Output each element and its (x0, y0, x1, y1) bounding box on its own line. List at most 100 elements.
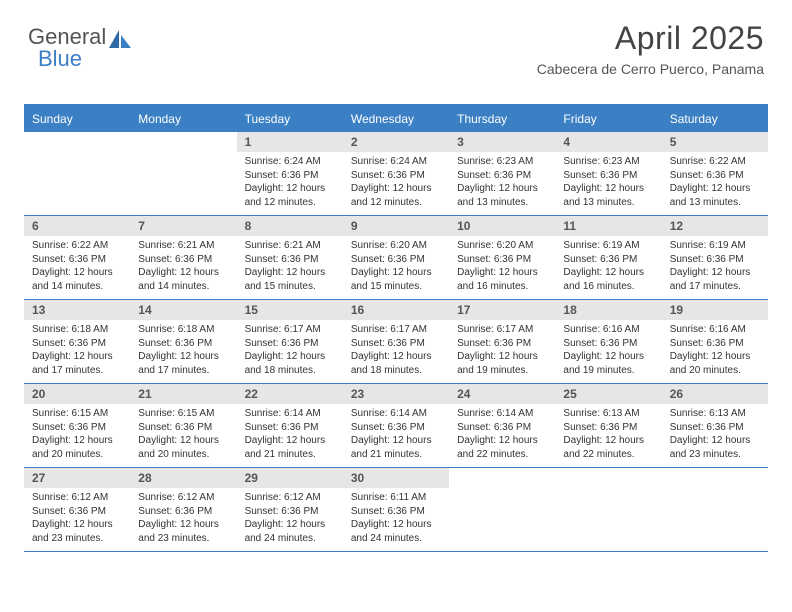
sunrise-text: Sunrise: 6:14 AM (457, 407, 547, 421)
calendar: SundayMondayTuesdayWednesdayThursdayFrid… (24, 104, 768, 552)
sunset-text: Sunset: 6:36 PM (351, 421, 441, 435)
day-number: 6 (24, 216, 130, 236)
day-body: Sunrise: 6:18 AMSunset: 6:36 PMDaylight:… (24, 320, 130, 383)
calendar-day-23: 23Sunrise: 6:14 AMSunset: 6:36 PMDayligh… (343, 384, 449, 467)
daylight-text: Daylight: 12 hours and 17 minutes. (32, 350, 122, 377)
day-number: 10 (449, 216, 555, 236)
sunset-text: Sunset: 6:36 PM (245, 253, 335, 267)
calendar-day-24: 24Sunrise: 6:14 AMSunset: 6:36 PMDayligh… (449, 384, 555, 467)
calendar-week: 20Sunrise: 6:15 AMSunset: 6:36 PMDayligh… (24, 384, 768, 468)
calendar-day-21: 21Sunrise: 6:15 AMSunset: 6:36 PMDayligh… (130, 384, 236, 467)
sunrise-text: Sunrise: 6:17 AM (457, 323, 547, 337)
calendar-day-6: 6Sunrise: 6:22 AMSunset: 6:36 PMDaylight… (24, 216, 130, 299)
calendar-day-empty (130, 132, 236, 215)
daylight-text: Daylight: 12 hours and 15 minutes. (245, 266, 335, 293)
day-number: 27 (24, 468, 130, 488)
day-body: Sunrise: 6:17 AMSunset: 6:36 PMDaylight:… (449, 320, 555, 383)
sunset-text: Sunset: 6:36 PM (670, 169, 760, 183)
sunset-text: Sunset: 6:36 PM (563, 337, 653, 351)
calendar-day-22: 22Sunrise: 6:14 AMSunset: 6:36 PMDayligh… (237, 384, 343, 467)
day-body: Sunrise: 6:22 AMSunset: 6:36 PMDaylight:… (24, 236, 130, 299)
calendar-day-19: 19Sunrise: 6:16 AMSunset: 6:36 PMDayligh… (662, 300, 768, 383)
calendar-day-empty (555, 468, 661, 551)
sunset-text: Sunset: 6:36 PM (563, 169, 653, 183)
day-number: 1 (237, 132, 343, 152)
calendar-day-18: 18Sunrise: 6:16 AMSunset: 6:36 PMDayligh… (555, 300, 661, 383)
calendar-day-29: 29Sunrise: 6:12 AMSunset: 6:36 PMDayligh… (237, 468, 343, 551)
sunset-text: Sunset: 6:36 PM (245, 505, 335, 519)
daylight-text: Daylight: 12 hours and 19 minutes. (457, 350, 547, 377)
day-body: Sunrise: 6:12 AMSunset: 6:36 PMDaylight:… (24, 488, 130, 551)
daylight-text: Daylight: 12 hours and 15 minutes. (351, 266, 441, 293)
day-number: 30 (343, 468, 449, 488)
sunset-text: Sunset: 6:36 PM (138, 505, 228, 519)
day-body: Sunrise: 6:21 AMSunset: 6:36 PMDaylight:… (237, 236, 343, 299)
day-number: 20 (24, 384, 130, 404)
calendar-header-thursday: Thursday (449, 106, 555, 132)
calendar-day-7: 7Sunrise: 6:21 AMSunset: 6:36 PMDaylight… (130, 216, 236, 299)
sunset-text: Sunset: 6:36 PM (32, 505, 122, 519)
day-number: 11 (555, 216, 661, 236)
sunset-text: Sunset: 6:36 PM (245, 169, 335, 183)
calendar-header-friday: Friday (555, 106, 661, 132)
day-number: 17 (449, 300, 555, 320)
calendar-day-11: 11Sunrise: 6:19 AMSunset: 6:36 PMDayligh… (555, 216, 661, 299)
page-title: April 2025 (537, 20, 764, 57)
calendar-day-2: 2Sunrise: 6:24 AMSunset: 6:36 PMDaylight… (343, 132, 449, 215)
daylight-text: Daylight: 12 hours and 17 minutes. (670, 266, 760, 293)
day-body: Sunrise: 6:14 AMSunset: 6:36 PMDaylight:… (343, 404, 449, 467)
sunrise-text: Sunrise: 6:18 AM (32, 323, 122, 337)
sunrise-text: Sunrise: 6:17 AM (245, 323, 335, 337)
sunset-text: Sunset: 6:36 PM (138, 337, 228, 351)
sunset-text: Sunset: 6:36 PM (245, 337, 335, 351)
day-number: 14 (130, 300, 236, 320)
daylight-text: Daylight: 12 hours and 12 minutes. (245, 182, 335, 209)
sunrise-text: Sunrise: 6:21 AM (245, 239, 335, 253)
calendar-header-monday: Monday (130, 106, 236, 132)
calendar-day-12: 12Sunrise: 6:19 AMSunset: 6:36 PMDayligh… (662, 216, 768, 299)
day-body: Sunrise: 6:19 AMSunset: 6:36 PMDaylight:… (555, 236, 661, 299)
sunset-text: Sunset: 6:36 PM (351, 169, 441, 183)
day-body: Sunrise: 6:18 AMSunset: 6:36 PMDaylight:… (130, 320, 236, 383)
day-body: Sunrise: 6:16 AMSunset: 6:36 PMDaylight:… (555, 320, 661, 383)
sunrise-text: Sunrise: 6:23 AM (457, 155, 547, 169)
daylight-text: Daylight: 12 hours and 16 minutes. (563, 266, 653, 293)
sunrise-text: Sunrise: 6:13 AM (670, 407, 760, 421)
sunrise-text: Sunrise: 6:20 AM (351, 239, 441, 253)
daylight-text: Daylight: 12 hours and 20 minutes. (32, 434, 122, 461)
sunrise-text: Sunrise: 6:12 AM (245, 491, 335, 505)
daylight-text: Daylight: 12 hours and 23 minutes. (32, 518, 122, 545)
day-body: Sunrise: 6:12 AMSunset: 6:36 PMDaylight:… (237, 488, 343, 551)
day-body: Sunrise: 6:23 AMSunset: 6:36 PMDaylight:… (449, 152, 555, 215)
daylight-text: Daylight: 12 hours and 13 minutes. (563, 182, 653, 209)
day-number: 3 (449, 132, 555, 152)
day-body: Sunrise: 6:22 AMSunset: 6:36 PMDaylight:… (662, 152, 768, 215)
daylight-text: Daylight: 12 hours and 19 minutes. (563, 350, 653, 377)
day-number: 18 (555, 300, 661, 320)
sunrise-text: Sunrise: 6:24 AM (351, 155, 441, 169)
daylight-text: Daylight: 12 hours and 12 minutes. (351, 182, 441, 209)
day-body: Sunrise: 6:19 AMSunset: 6:36 PMDaylight:… (662, 236, 768, 299)
daylight-text: Daylight: 12 hours and 13 minutes. (457, 182, 547, 209)
sunset-text: Sunset: 6:36 PM (32, 253, 122, 267)
daylight-text: Daylight: 12 hours and 20 minutes. (138, 434, 228, 461)
calendar-day-empty (24, 132, 130, 215)
sunrise-text: Sunrise: 6:11 AM (351, 491, 441, 505)
day-number: 9 (343, 216, 449, 236)
calendar-week: 1Sunrise: 6:24 AMSunset: 6:36 PMDaylight… (24, 132, 768, 216)
daylight-text: Daylight: 12 hours and 21 minutes. (245, 434, 335, 461)
calendar-day-30: 30Sunrise: 6:11 AMSunset: 6:36 PMDayligh… (343, 468, 449, 551)
day-number: 25 (555, 384, 661, 404)
sunrise-text: Sunrise: 6:17 AM (351, 323, 441, 337)
sunrise-text: Sunrise: 6:19 AM (563, 239, 653, 253)
day-number: 29 (237, 468, 343, 488)
calendar-header-row: SundayMondayTuesdayWednesdayThursdayFrid… (24, 106, 768, 132)
day-body: Sunrise: 6:11 AMSunset: 6:36 PMDaylight:… (343, 488, 449, 551)
sunset-text: Sunset: 6:36 PM (670, 253, 760, 267)
header: April 2025 Cabecera de Cerro Puerco, Pan… (537, 20, 764, 77)
daylight-text: Daylight: 12 hours and 24 minutes. (245, 518, 335, 545)
sunset-text: Sunset: 6:36 PM (351, 253, 441, 267)
day-body: Sunrise: 6:24 AMSunset: 6:36 PMDaylight:… (237, 152, 343, 215)
sunset-text: Sunset: 6:36 PM (32, 337, 122, 351)
sunrise-text: Sunrise: 6:13 AM (563, 407, 653, 421)
